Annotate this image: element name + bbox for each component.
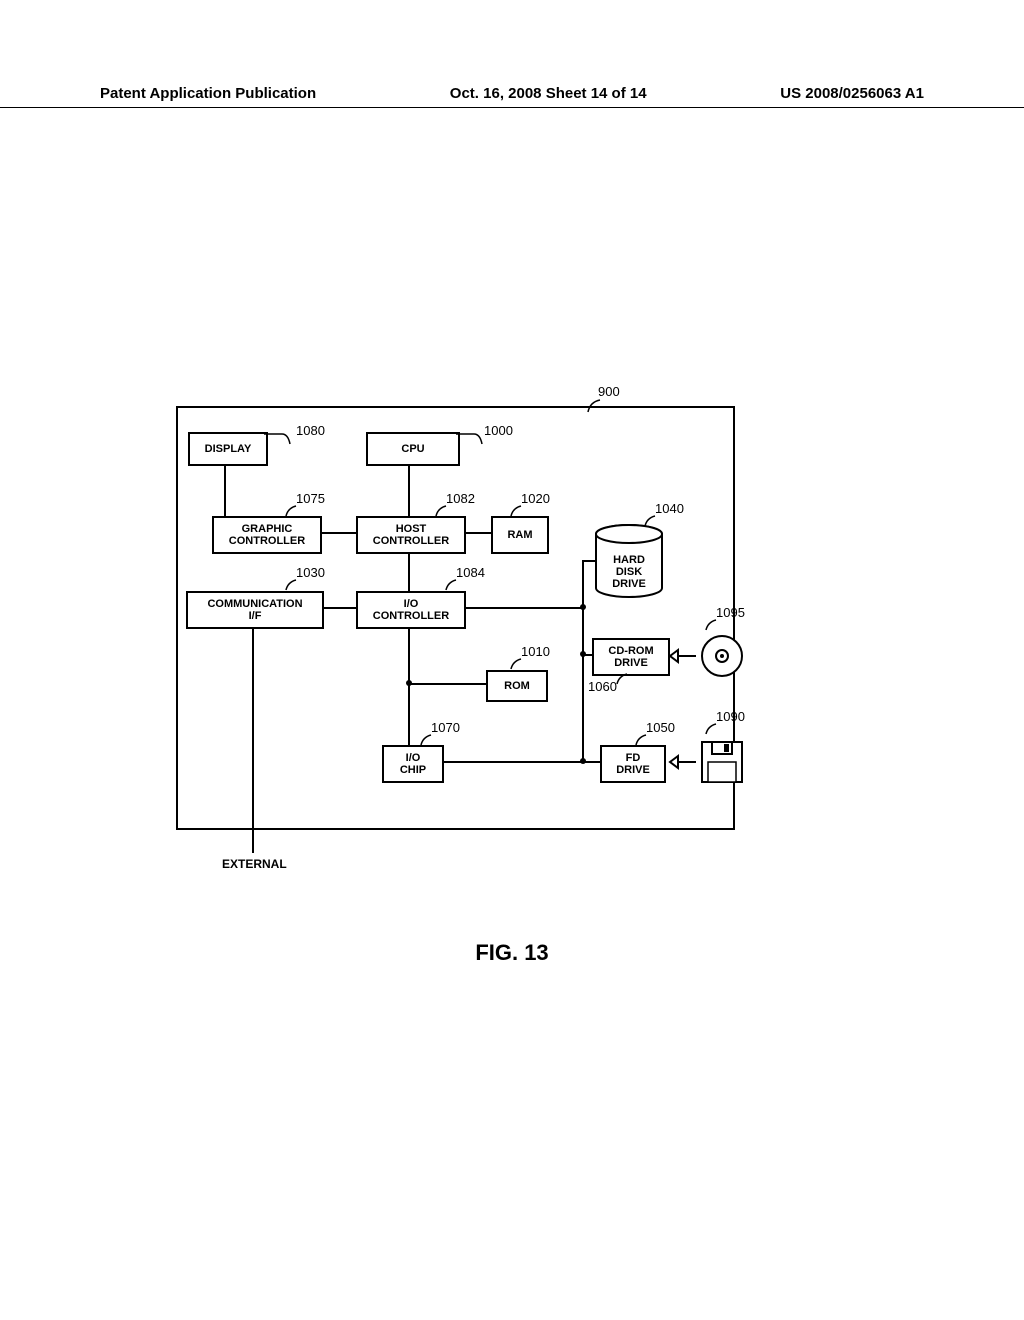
ref-1050: 1050 <box>646 720 675 735</box>
ref-hook-1010 <box>509 657 523 671</box>
line-comm-ioctrl <box>322 607 356 609</box>
ref-hook-1090 <box>704 722 718 736</box>
ref-hook-1030 <box>284 578 298 592</box>
ref-1010: 1010 <box>521 644 550 659</box>
ref-1090: 1090 <box>716 709 745 724</box>
page-header: Patent Application Publication Oct. 16, … <box>0 85 1024 108</box>
figure-title: FIG. 13 <box>0 940 1024 966</box>
arrow-floppy <box>668 752 698 772</box>
ref-hook-1060 <box>615 672 629 686</box>
floppy-icon <box>698 738 746 786</box>
ref-1075: 1075 <box>296 491 325 506</box>
ref-hook-1050 <box>634 733 648 747</box>
io-chip-block: I/O CHIP <box>382 745 444 783</box>
ref-900: 900 <box>598 384 620 399</box>
io-controller-block: I/O CONTROLLER <box>356 591 466 629</box>
cdrom-drive-block: CD-ROM DRIVE <box>592 638 670 676</box>
header-left: Patent Application Publication <box>100 85 316 102</box>
ref-1040: 1040 <box>655 501 684 516</box>
dot-bus <box>580 604 586 610</box>
line-spine-rom <box>408 683 486 685</box>
display-block: DISPLAY <box>188 432 268 466</box>
ref-hook-1070 <box>419 733 433 747</box>
ref-1060: 1060 <box>588 679 617 694</box>
communication-if-block: COMMUNICATION I/F <box>186 591 324 629</box>
line-display-graphic <box>224 464 226 516</box>
rom-block: ROM <box>486 670 548 702</box>
header-right: US 2008/0256063 A1 <box>780 85 924 102</box>
hdd-label: HARD DISK DRIVE <box>601 554 657 590</box>
ref-hook-1080 <box>264 430 294 446</box>
line-comm-external <box>252 627 254 853</box>
line-ioctrl-right <box>464 607 584 609</box>
line-bus-hdd <box>582 560 596 562</box>
page: Patent Application Publication Oct. 16, … <box>0 0 1024 1320</box>
line-iochip-fd <box>442 761 600 763</box>
ref-hook-1084 <box>444 578 458 592</box>
ref-1000: 1000 <box>484 423 513 438</box>
ref-1084: 1084 <box>456 565 485 580</box>
disc-icon <box>698 632 746 680</box>
ref-hook-1075 <box>284 504 298 518</box>
line-host-ioctrl <box>408 552 410 591</box>
dot-fd <box>580 758 586 764</box>
graphic-controller-block: GRAPHIC CONTROLLER <box>212 516 322 554</box>
ram-block: RAM <box>491 516 549 554</box>
dot-rom <box>406 680 412 686</box>
ref-1030: 1030 <box>296 565 325 580</box>
ref-hook-1095 <box>704 618 718 632</box>
line-graphic-host <box>320 532 356 534</box>
host-controller-block: HOST CONTROLLER <box>356 516 466 554</box>
line-ioctrl-down <box>408 627 410 745</box>
ref-hook-1000 <box>456 430 486 446</box>
header-center: Oct. 16, 2008 Sheet 14 of 14 <box>450 85 647 102</box>
dot-cdrom <box>580 651 586 657</box>
ref-1070: 1070 <box>431 720 460 735</box>
ref-1082: 1082 <box>446 491 475 506</box>
diagram: 900 DISPLAY 1080 CPU 1000 GRAPHIC CONTRO… <box>156 380 776 850</box>
ref-1080: 1080 <box>296 423 325 438</box>
external-label: EXTERNAL <box>222 857 287 871</box>
line-bus-right <box>582 560 584 762</box>
ref-1095: 1095 <box>716 605 745 620</box>
ref-hook-900 <box>586 398 604 414</box>
ref-hook-1040 <box>643 514 657 528</box>
ref-hook-1082 <box>434 504 448 518</box>
line-host-ram <box>464 532 491 534</box>
fd-drive-block: FD DRIVE <box>600 745 666 783</box>
ref-hook-1020 <box>509 504 523 518</box>
cpu-block: CPU <box>366 432 460 466</box>
line-cpu-host <box>408 464 410 516</box>
arrow-disc <box>668 646 698 666</box>
ref-1020: 1020 <box>521 491 550 506</box>
